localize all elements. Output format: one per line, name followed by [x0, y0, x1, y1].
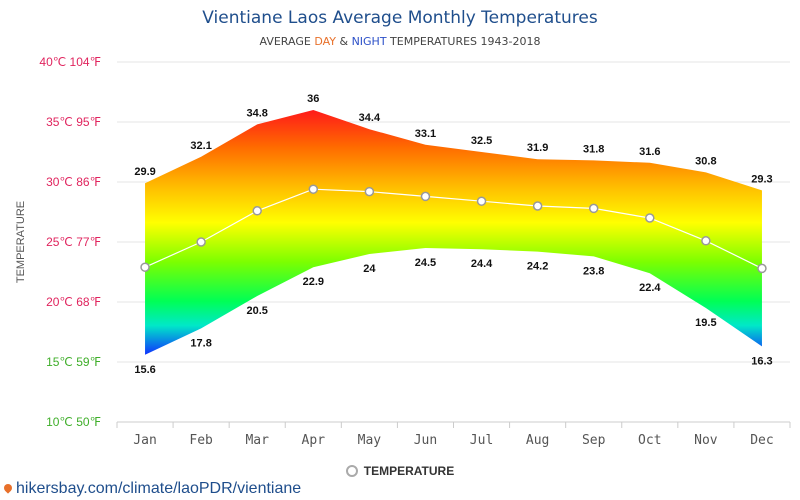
- x-tick-label: Jul: [470, 433, 493, 448]
- y-tick-label: 30℃ 86℉: [46, 175, 101, 189]
- day-value-label: 31.9: [527, 142, 548, 154]
- day-value-label: 32.1: [190, 140, 211, 152]
- legend-label: TEMPERATURE: [363, 464, 455, 478]
- day-value-label: 31.6: [639, 146, 660, 158]
- night-value-label: 20.5: [246, 305, 267, 317]
- night-value-label: 22.9: [303, 276, 324, 288]
- night-value-label: 17.8: [190, 337, 211, 349]
- map-pin-icon: [2, 482, 14, 494]
- night-value-label: 16.3: [751, 355, 772, 367]
- night-value-label: 24.4: [471, 258, 493, 270]
- x-tick-label: Aug: [526, 433, 549, 448]
- day-value-label: 29.9: [134, 166, 155, 178]
- night-value-label: 24.2: [527, 261, 548, 273]
- y-tick-label: 20℃ 68℉: [46, 295, 101, 309]
- x-tick-label: May: [358, 433, 382, 448]
- subtitle-night: NIGHT: [351, 35, 387, 48]
- y-tick-label: 35℃ 95℉: [46, 115, 101, 129]
- y-axis-title: TEMPERATURE: [15, 201, 27, 283]
- night-value-label: 22.4: [639, 282, 661, 294]
- day-value-label: 33.1: [415, 128, 436, 140]
- y-tick-label: 10℃ 50℉: [46, 415, 101, 429]
- day-value-label: 29.3: [751, 173, 772, 185]
- y-tick-label: 25℃ 77℉: [46, 235, 101, 249]
- average-point: [196, 237, 206, 247]
- axis-labels: 40℃ 104℉ 35℃ 95℉ 30℃ 86℉ 25℃ 77℉ 20℃ 68℉ 15℃ …: [15, 55, 774, 448]
- x-tick-label: Jan: [133, 433, 156, 448]
- x-tick-label: Nov: [694, 433, 718, 448]
- average-point: [757, 263, 767, 274]
- data-labels: 29.9 32.1 34.8 36 34.4 33.1 32.5 31.9 31.8 31.6 30…: [134, 93, 772, 376]
- x-tick-label: Mar: [245, 433, 269, 448]
- night-value-label: 19.5: [695, 317, 716, 329]
- average-point: [532, 201, 543, 211]
- x-tick-label: Dec: [750, 433, 773, 448]
- x-tick-label: Apr: [302, 433, 326, 448]
- average-point: [645, 213, 655, 223]
- day-value-label: 34.8: [246, 107, 267, 119]
- day-value-label: 31.8: [583, 143, 604, 155]
- day-value-label: 34.4: [359, 112, 381, 124]
- legend[interactable]: TEMPERATURE: [0, 464, 800, 478]
- day-value-label: 36: [307, 93, 319, 105]
- average-point: [308, 184, 319, 194]
- chart-title: Vientiane Laos Average Monthly Temperatu…: [202, 8, 598, 28]
- subtitle-prefix: AVERAGE: [259, 35, 315, 48]
- night-value-label: 15.6: [134, 364, 155, 376]
- subtitle-amp: &: [335, 35, 352, 48]
- legend-marker-icon: [345, 465, 358, 477]
- average-point: [364, 186, 375, 197]
- source-url: hikersbay.com/climate/laoPDR/vientiane: [16, 480, 302, 497]
- day-night-band: [145, 110, 762, 355]
- night-value-label: 24: [363, 263, 376, 275]
- average-point: [476, 196, 487, 206]
- night-value-label: 24.5: [415, 257, 436, 269]
- average-temperature-line: [144, 188, 763, 269]
- y-tick-label: 40℃ 104℉: [39, 55, 101, 69]
- average-point: [701, 236, 711, 246]
- source-link[interactable]: hikersbay.com/climate/laoPDR/vientiane: [2, 480, 302, 498]
- x-tick-label: Sep: [582, 433, 606, 448]
- average-point: [420, 191, 431, 202]
- chart-subtitle: AVERAGE DAY & NIGHT TEMPERATURES 1943-20…: [0, 35, 800, 48]
- x-tick-label: Feb: [189, 433, 213, 448]
- subtitle-day: DAY: [314, 35, 336, 48]
- x-tick-label: Jun: [414, 433, 437, 448]
- average-point: [140, 262, 150, 272]
- temperature-chart: 40℃ 104℉ 35℃ 95℉ 30℃ 86℉ 25℃ 77℉ 20℃ 68℉ 15℃ …: [15, 55, 791, 448]
- y-tick-label: 15℃ 59℉: [46, 355, 101, 369]
- subtitle-suffix: TEMPERATURES 1943-2018: [386, 35, 541, 48]
- day-value-label: 32.5: [471, 135, 492, 147]
- night-value-label: 23.8: [583, 265, 604, 277]
- average-point: [252, 206, 262, 216]
- day-value-label: 30.8: [695, 155, 716, 167]
- average-points: [140, 184, 767, 274]
- x-tick-label: Oct: [638, 433, 661, 448]
- average-point: [588, 203, 599, 214]
